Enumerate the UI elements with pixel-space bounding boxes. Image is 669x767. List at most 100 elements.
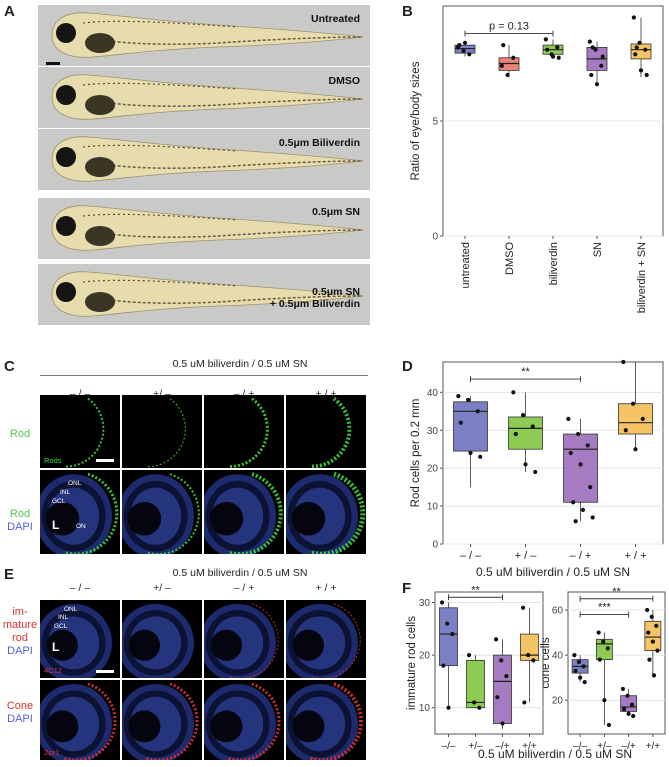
data-point [571,500,576,505]
y-axis-label: Rod cells per 0.2 mm [410,399,422,508]
retina-section [227,397,269,468]
data-point [445,621,450,626]
data-point [495,695,500,700]
data-point [594,82,600,87]
panel-c-row1-label: Rod [9,428,31,440]
significance-label: *** [598,602,612,614]
y-tick-label: 60 [552,606,564,617]
c-micrograph-r2-c4 [286,470,366,554]
data-point [621,707,627,712]
y-tick-label: 30 [419,598,431,609]
data-point [573,668,578,673]
data-point [458,420,463,425]
data-point [511,55,516,60]
data-point [640,416,645,421]
data-point [621,359,626,365]
c-micrograph-r1-c3 [204,395,284,468]
significance-label: ** [471,584,480,596]
data-point [646,630,651,635]
data-point [450,631,455,637]
box [520,633,539,661]
y-tick-label: 0 [432,232,438,243]
x-axis-label: 0.5 uM biliverdin / 0.5 uM SN [476,565,630,579]
fish-larva-drawing [51,74,364,120]
data-point [580,507,586,512]
data-point [590,515,595,520]
retina-layer-label: ONL [68,480,82,487]
data-point [634,45,639,50]
x-tick-label: – / + [570,550,592,562]
retina-layer-label: GCL [54,623,68,630]
y-axis-label: cone cells [540,637,552,688]
data-point [631,713,636,719]
data-point [520,412,526,418]
e-micrograph-r1-c2 [122,600,202,678]
data-point [475,409,480,414]
panel-e-row1-label-b: mature [2,619,38,631]
data-point [439,600,445,605]
panel-e-row1-label-c: rod [12,632,28,644]
y-tick-label: 40 [427,388,439,399]
c-micrograph-r2-c1: ONL INL GCL L ON [40,470,120,554]
x-tick-label: + / – [515,550,538,562]
data-point [651,673,657,678]
data-point [600,54,605,59]
data-point [556,55,561,60]
data-point [572,653,577,658]
data-point [606,722,612,728]
fish-larva-drawing [51,205,364,251]
data-point [596,630,601,635]
data-point [578,462,583,467]
retina-layer-label: INL [58,614,69,621]
x-tick-label: +/– [468,741,483,752]
panel-e-row2-label-b: DAPI [7,713,33,725]
chart-f-cone-cells: 20 40 60 –/– +/– –/+ +/+ cone cells ***** [540,586,666,752]
y-tick-label: 40 [552,651,564,662]
box [439,607,458,667]
fish-photo-4: 0.5μm SN [38,198,370,260]
chart-f-immature-rod-cells: 10 20 30 –/– +/– –/+ +/+ immature rod cells ** [406,584,544,752]
data-point [461,48,466,53]
e-condition-4: + / + [315,582,337,594]
panel-e-title: 0.5 uM biliverdin / 0.5 uM SN [172,567,308,579]
data-point [477,705,482,710]
fish-condition-label: DMSO [328,75,361,87]
data-point [511,390,516,395]
retina-section [40,682,117,760]
retina-layer-label: L [52,640,60,654]
panel-label-b: B [402,3,413,20]
c-micrograph-r1-c1: Rods [40,395,120,468]
panel-e-row2-label-a: Cone [6,700,34,712]
x-tick-label: + / + [624,550,646,562]
e-micrograph-r1-c4 [286,600,366,678]
data-point [654,623,659,628]
fish-photo-2: DMSO [38,67,370,129]
data-point [533,469,538,475]
fish-larva-drawing [51,136,364,182]
scale-bar [96,459,114,462]
retina-section [40,472,119,554]
data-point [505,72,510,78]
data-point [472,700,477,705]
data-point [620,686,626,692]
stain-label: Rods [44,456,62,465]
panel-c-title: 0.5 uM biliverdin / 0.5 uM SN [172,358,308,370]
data-point [466,653,472,658]
retina-section [122,682,199,760]
data-point [522,700,527,705]
retina-section [286,682,364,760]
data-point [590,45,595,50]
y-tick-label: 10 [427,502,439,513]
y-tick-label: 20 [419,651,431,662]
retina-section [286,471,366,554]
e-condition-1: – / – [69,582,91,594]
scale-bar [96,670,114,673]
box [563,433,598,503]
data-point [530,424,535,429]
data-point [462,40,468,45]
x-tick-label: +/+ [646,741,661,752]
data-point [543,37,548,42]
significance-label: p = 0.13 [489,21,529,33]
data-point [457,43,462,48]
significance-label: ** [521,366,530,378]
